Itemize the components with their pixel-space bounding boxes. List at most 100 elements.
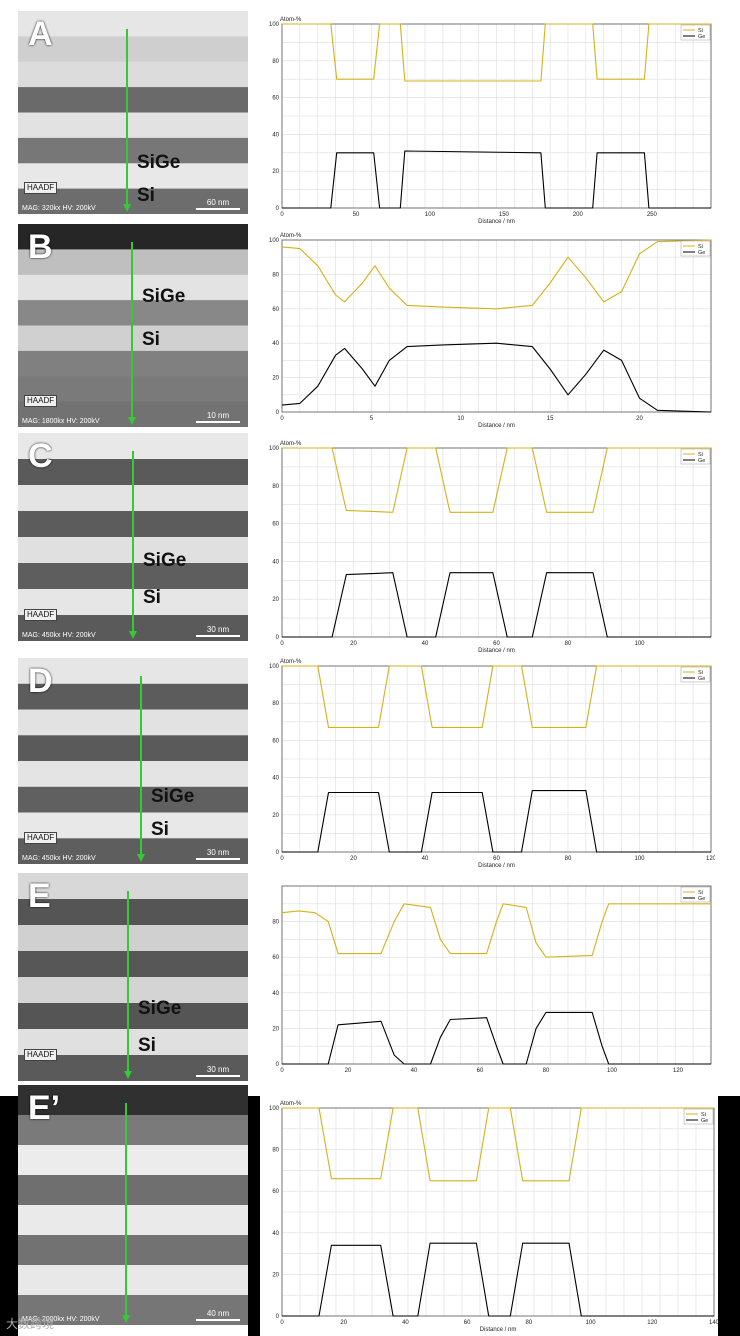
stem-layer-band (18, 735, 248, 762)
scale-bar-line (196, 858, 240, 860)
scale-bar-line (196, 1075, 240, 1077)
x-tick-label: 120 (706, 856, 715, 862)
scale-bar-label: 40 nm (206, 1309, 230, 1318)
x-tick-label: 100 (607, 1068, 618, 1074)
x-tick-label: 0 (280, 641, 284, 647)
sige-label: SiGe (138, 998, 182, 1019)
stem-layer-band (18, 1085, 248, 1116)
scale-bar: 60 nm (196, 198, 240, 210)
x-tick-label: 40 (411, 1068, 418, 1074)
x-tick-label: 80 (526, 1320, 533, 1326)
scan-arrow-head (122, 1315, 130, 1323)
x-axis-label: Distance / nm (478, 219, 515, 224)
scan-arrow-head (123, 204, 131, 212)
y-tick-label: 20 (272, 169, 279, 175)
x-tick-label: 0 (280, 212, 284, 218)
x-tick-label: 20 (350, 641, 357, 647)
stem-layer-band (18, 61, 248, 88)
panel-letter: B (28, 228, 53, 266)
y-tick-label: 20 (272, 813, 279, 819)
stem-image-2: B SiGe Si HAADF MAG: 1800kx HV: 200kV 10 nm (18, 224, 248, 427)
magnification-text: MAG: 1800kx HV: 200kV (22, 418, 100, 425)
stem-layer-band (18, 87, 248, 113)
legend-entry: Ge (701, 1118, 708, 1124)
y-tick-label: 80 (272, 272, 279, 278)
x-tick-label: 200 (573, 212, 584, 218)
y-tick-label: 60 (272, 955, 279, 961)
stem-layer-band (18, 925, 248, 952)
scale-bar-label: 30 nm (206, 848, 230, 857)
profile-chart-6: 0 20 40 60 80 100 120 140 0 20 40 60 80 100 Atom-% Dist… (260, 1098, 718, 1332)
scale-bar: 30 nm (196, 625, 240, 637)
y-tick-label: 100 (269, 238, 280, 244)
x-tick-label: 0 (280, 1068, 284, 1074)
y-tick-label: 20 (272, 1026, 279, 1032)
scale-bar-line (196, 208, 240, 210)
stem-layer-band (18, 977, 248, 1004)
scan-arrow-head (124, 1071, 132, 1079)
stem-layer-band (18, 11, 248, 37)
si-label: Si (137, 185, 155, 206)
series-line-ge (282, 1242, 714, 1317)
stem-layer-band (18, 709, 248, 736)
legend-entry: Si (698, 670, 703, 676)
sige-label: SiGe (151, 786, 195, 807)
si-label: Si (151, 819, 169, 840)
scale-bar: 30 nm (196, 848, 240, 860)
series-line-si (281, 903, 711, 958)
scale-bar-label: 10 nm (206, 411, 230, 420)
profile-chart-4: 0 20 40 60 80 100 120 0 20 40 60 80 100 Atom-% Distanc… (260, 656, 715, 868)
stem-image-4: D SiGe Si HAADF MAG: 450kx HV: 200kV 30 nm (18, 658, 248, 864)
x-axis-label: Distance / nm (478, 423, 515, 428)
x-tick-label: 60 (493, 856, 500, 862)
x-tick-label: 80 (543, 1068, 550, 1074)
series-line-ge (282, 572, 711, 638)
legend-entry: Si (701, 1112, 706, 1118)
y-tick-label: 40 (272, 341, 279, 347)
chart-svg: 0 20 40 60 80 100 120 0 20 40 60 80 SiGe (272, 885, 712, 1074)
chart-svg: 0 50 100 150 200 250020406080100Atom-%Distanc… (269, 17, 712, 224)
bottom-right-frame (718, 1096, 740, 1336)
stem-layer-band (18, 1115, 248, 1146)
x-tick-label: 10 (457, 416, 464, 422)
stem-layers (18, 873, 248, 1081)
x-tick-label: 0 (280, 856, 284, 862)
scale-bar-label: 60 nm (206, 198, 230, 207)
x-tick-label: 100 (586, 1320, 597, 1326)
y-tick-label: 60 (272, 307, 279, 313)
y-tick-label: 0 (276, 850, 280, 856)
x-tick-label: 140 (709, 1320, 718, 1326)
legend-entry: Si (698, 244, 703, 250)
stem-layer-band (18, 112, 248, 139)
y-tick-label: 20 (272, 597, 279, 603)
y-tick-label: 60 (272, 738, 279, 744)
stem-layer-band (18, 658, 248, 685)
stem-layer-band (18, 1265, 248, 1296)
x-tick-label: 100 (425, 212, 436, 218)
x-tick-label: 0 (280, 1320, 284, 1326)
y-tick-label: 80 (272, 701, 279, 707)
y-tick-label: 80 (272, 1148, 279, 1154)
legend-box (683, 1108, 714, 1125)
stem-layer-band (18, 1145, 248, 1176)
haadf-label: HAADF (24, 609, 58, 621)
x-tick-label: 150 (499, 212, 510, 218)
profile-chart-5: 0 20 40 60 80 100 120 0 20 40 60 80 Si Ge (260, 876, 715, 1080)
legend-entry: Ge (698, 676, 705, 682)
stem-layer-band (18, 683, 248, 711)
x-axis-label: Distance / nm (478, 648, 515, 653)
x-tick-label: 80 (565, 641, 572, 647)
series-line-si (282, 665, 711, 728)
x-tick-label: 100 (634, 641, 645, 647)
scan-arrow-head (128, 417, 136, 425)
y-axis-label: Atom-% (280, 659, 302, 665)
x-tick-label: 50 (353, 212, 360, 218)
y-tick-label: 0 (276, 1062, 280, 1068)
y-tick-label: 20 (272, 1272, 279, 1278)
x-tick-label: 15 (547, 416, 554, 422)
x-tick-label: 60 (464, 1320, 471, 1326)
scan-arrow-head (137, 854, 145, 862)
legend-entry: Ge (698, 250, 705, 256)
scan-arrow-head (129, 631, 137, 639)
haadf-label: HAADF (24, 1049, 58, 1061)
